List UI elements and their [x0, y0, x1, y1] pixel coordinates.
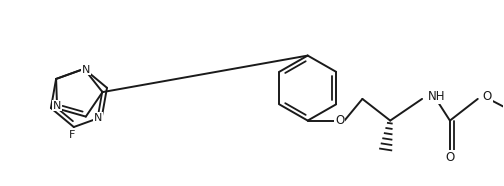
Text: O: O	[445, 150, 455, 163]
Text: O: O	[335, 114, 344, 127]
Text: N: N	[94, 113, 102, 123]
Text: N: N	[82, 65, 90, 75]
Text: N: N	[53, 100, 61, 110]
Text: NH: NH	[428, 90, 446, 103]
Text: F: F	[69, 130, 75, 140]
Text: O: O	[483, 90, 492, 103]
